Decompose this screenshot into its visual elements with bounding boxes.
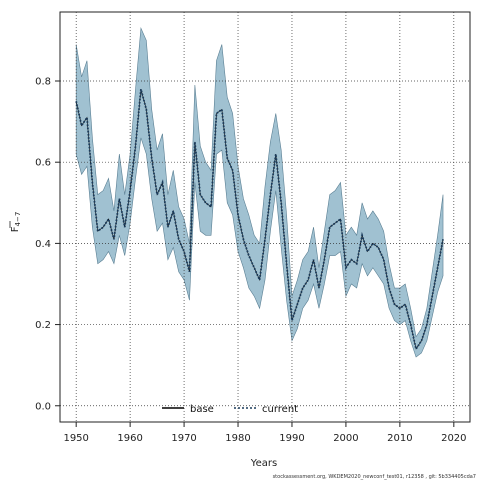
x-tick-label: 1970 [171,433,196,444]
x-tick-label: 1960 [117,433,142,444]
x-axis-label: Years [250,458,277,469]
series-lines [75,88,444,352]
legend-label-current: current [262,404,298,415]
svg-text:F4−7: F4−7 [10,212,22,233]
x-tick-label: 1990 [279,433,304,444]
y-axis-label-main: F [10,226,21,232]
legend: base current [162,404,298,415]
y-tick-label: 0.4 [35,239,51,250]
y-axis-label: F4−7 [9,212,22,233]
plot-frame [59,11,471,423]
footnote: stockassessment.org, WKDEM2020_newconf_t… [273,474,476,480]
series-line-base [75,89,444,350]
y-tick-label: 0.8 [35,77,51,88]
y-axis-label-sub: 4−7 [14,212,22,227]
x-tick-label: 2020 [441,433,466,444]
x-tick-label: 2010 [387,433,412,444]
series-line-current [75,88,444,352]
x-tick-label: 1950 [63,433,88,444]
legend-label-base: base [190,404,214,415]
confidence-band [75,27,444,358]
y-tick-label: 0.0 [35,401,51,412]
confidence-band-area [75,27,444,358]
x-tick-label: 2000 [333,433,358,444]
y-tick-label: 0.2 [35,320,51,331]
x-tick-label: 1980 [225,433,250,444]
axes: 1950 1960 1970 1980 1990 2000 2010 2020 0.0 0.2 0.… [35,11,471,444]
y-tick-label: 0.6 [35,158,51,169]
